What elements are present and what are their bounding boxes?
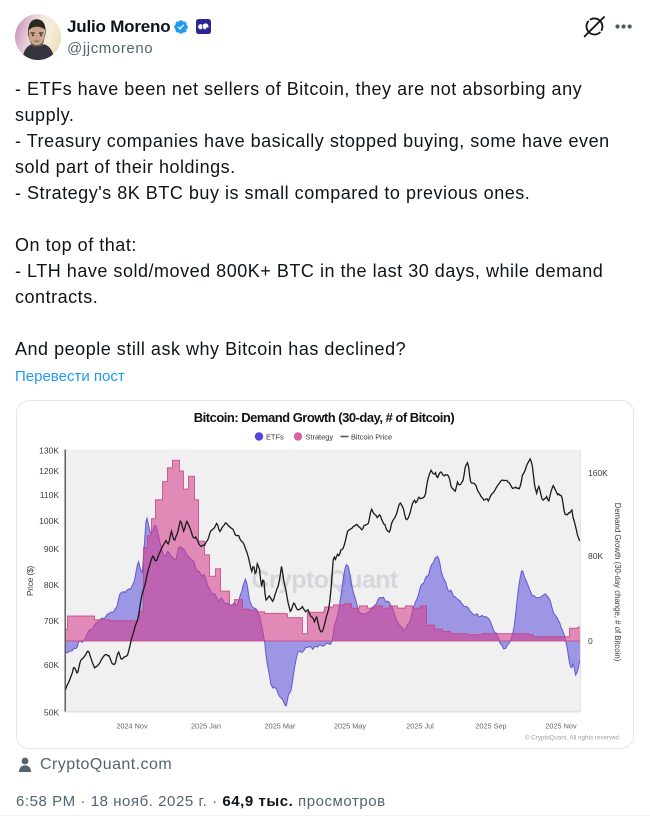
svg-text:Price ($): Price ($) (25, 565, 35, 596)
svg-text:110K: 110K (40, 490, 60, 500)
svg-text:2025 Nov: 2025 Nov (545, 722, 577, 731)
svg-text:Bitcoin: Demand Growth (30-day: Bitcoin: Demand Growth (30-day, # of Bit… (194, 410, 455, 425)
svg-text:2025 Sep: 2025 Sep (475, 722, 506, 731)
svg-text:70K: 70K (44, 616, 59, 626)
svg-text:80K: 80K (44, 580, 59, 590)
svg-text:2025 Jan: 2025 Jan (191, 722, 221, 731)
svg-text:CryptoQuant: CryptoQuant (251, 566, 398, 594)
svg-text:2025 Mar: 2025 Mar (265, 722, 296, 731)
svg-text:2025 May: 2025 May (334, 722, 366, 731)
svg-text:100K: 100K (39, 516, 59, 526)
svg-text:50K: 50K (44, 707, 59, 717)
svg-text:2025 Jul: 2025 Jul (406, 722, 434, 731)
svg-text:80K: 80K (588, 551, 603, 561)
svg-text:60K: 60K (44, 660, 59, 670)
svg-text:2024 Nov: 2024 Nov (116, 722, 148, 731)
svg-text:130K: 130K (39, 445, 59, 455)
svg-text:120K: 120K (39, 466, 59, 476)
svg-text:© CryptoQuant. All rights rese: © CryptoQuant. All rights reserved (525, 735, 620, 742)
svg-text:0: 0 (588, 636, 593, 646)
svg-text:Strategy: Strategy (306, 432, 334, 441)
svg-text:Demand Growth (30-day change,: Demand Growth (30-day change, # of Bitco… (613, 503, 622, 662)
svg-text:90K: 90K (44, 544, 59, 554)
svg-text:ETFs: ETFs (266, 432, 284, 441)
svg-text:Bitcoin Price: Bitcoin Price (351, 432, 392, 441)
svg-text:160K: 160K (588, 468, 608, 478)
